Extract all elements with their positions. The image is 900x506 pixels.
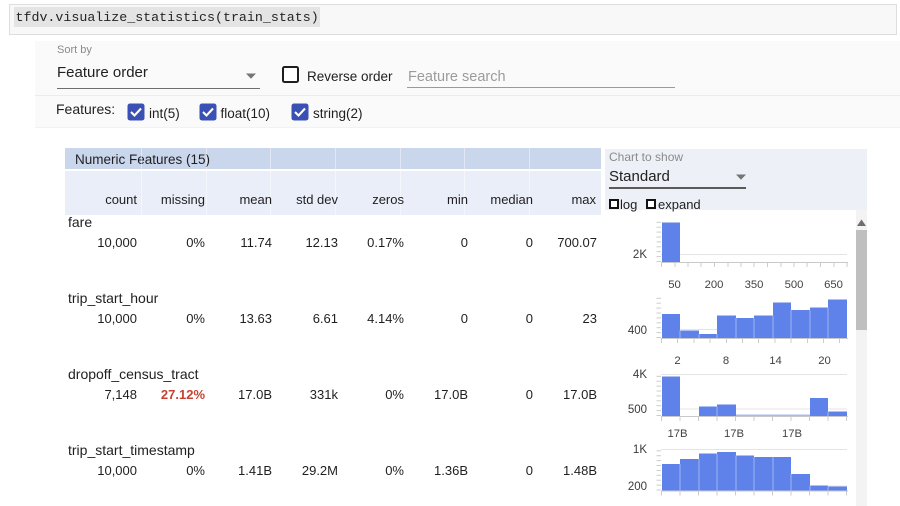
svg-text:2K: 2K: [633, 249, 647, 261]
svg-text:17B: 17B: [782, 428, 802, 440]
svg-text:500: 500: [785, 279, 804, 291]
svg-text:20: 20: [818, 355, 831, 367]
svg-text:400: 400: [628, 325, 647, 337]
svg-text:650: 650: [824, 279, 843, 291]
svg-text:1K: 1K: [633, 444, 647, 456]
svg-text:8: 8: [723, 355, 729, 367]
svg-text:4K: 4K: [633, 369, 647, 381]
svg-text:14: 14: [769, 355, 782, 367]
svg-text:500: 500: [628, 404, 647, 416]
svg-text:17B: 17B: [724, 428, 744, 440]
svg-text:50: 50: [668, 279, 681, 291]
svg-text:2: 2: [674, 355, 680, 367]
svg-text:350: 350: [745, 279, 764, 291]
svg-text:17B: 17B: [667, 428, 687, 440]
svg-text:200: 200: [628, 481, 647, 493]
svg-text:200: 200: [705, 279, 724, 291]
